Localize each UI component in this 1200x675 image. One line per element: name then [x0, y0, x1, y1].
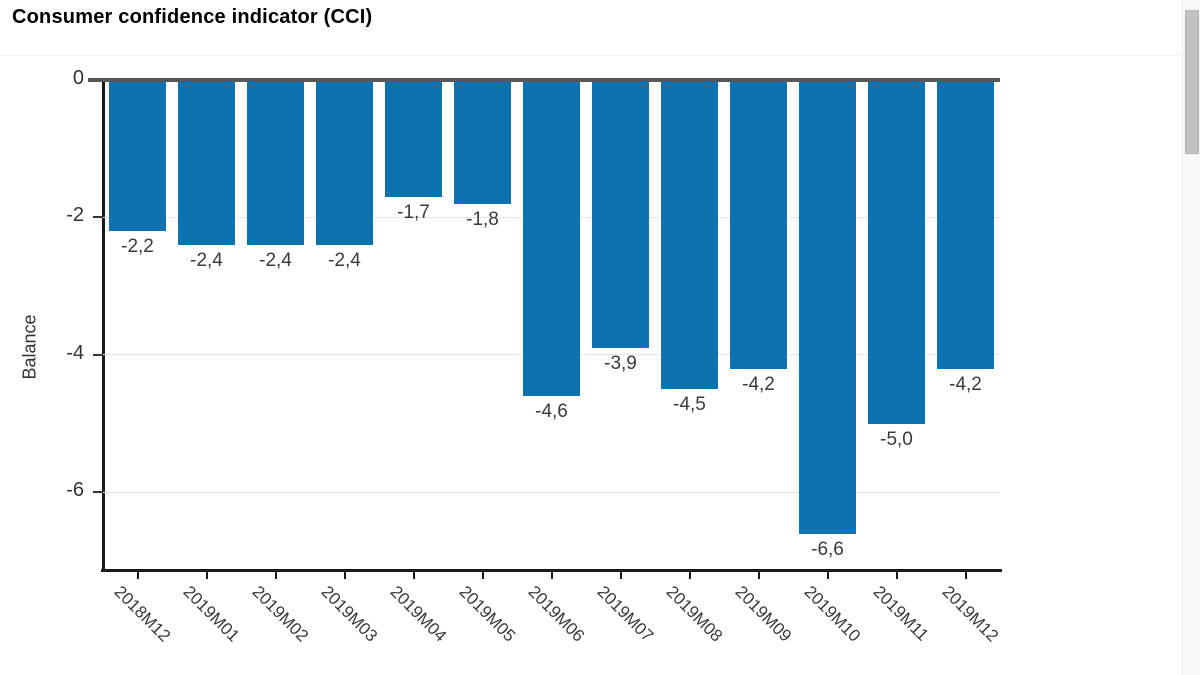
x-axis-tick — [826, 570, 829, 579]
x-tick-label-2019M07: 2019M07 — [593, 582, 657, 646]
bar-value-label-2018M12: -2,2 — [121, 236, 154, 258]
x-tick-label-2019M10: 2019M10 — [800, 582, 864, 646]
x-axis-tick — [550, 570, 553, 579]
bar-2019M12[interactable] — [937, 82, 994, 369]
bar-2019M01[interactable] — [178, 82, 235, 245]
x-axis-tick — [205, 570, 208, 579]
chart-title: Consumer confidence indicator (CCI) — [12, 6, 373, 28]
x-axis-tick — [964, 570, 967, 579]
bar-value-label-2019M12: -4,2 — [949, 373, 982, 395]
bar-value-label-2019M03: -2,4 — [328, 249, 361, 271]
x-tick-label-2019M09: 2019M09 — [731, 582, 795, 646]
x-tick-label-2019M04: 2019M04 — [386, 582, 450, 646]
bar-2019M08[interactable] — [661, 82, 718, 390]
vertical-scrollbar[interactable] — [1182, 0, 1200, 675]
y-axis-tick — [93, 491, 103, 494]
x-tick-label-2018M12: 2018M12 — [110, 582, 174, 646]
x-axis-tick — [757, 570, 760, 579]
bar-value-label-2019M05: -1,8 — [466, 208, 499, 230]
zero-baseline — [88, 78, 1000, 82]
bar-value-label-2019M07: -3,9 — [604, 353, 637, 375]
y-axis-tick — [93, 353, 103, 356]
bar-value-label-2019M10: -6,6 — [811, 538, 844, 560]
bar-2019M04[interactable] — [385, 82, 442, 197]
x-axis-tick — [619, 570, 622, 579]
y-tick-label: 0 — [72, 67, 84, 89]
bar-value-label-2019M01: -2,4 — [190, 249, 223, 271]
y-tick-label: -4 — [66, 341, 84, 364]
y-tick-label: -2 — [66, 204, 84, 227]
y-axis-line — [102, 80, 105, 571]
bar-2019M02[interactable] — [247, 82, 304, 245]
plot-area: -2,2 2018M12 -2,4 2019M01 -2,4 2019M02 -2,4 201… — [88, 78, 1002, 646]
x-axis-tick — [895, 570, 898, 579]
x-tick-label-2019M02: 2019M02 — [248, 582, 312, 646]
bar-2019M05[interactable] — [454, 82, 511, 204]
x-axis-tick — [274, 570, 277, 579]
bar-value-label-2019M08: -4,5 — [673, 394, 706, 416]
bar-2019M10[interactable] — [799, 82, 856, 534]
bar-value-label-2019M09: -4,2 — [742, 373, 775, 395]
y-tick-label: -6 — [66, 479, 84, 502]
bar-value-label-2019M04: -1,7 — [397, 201, 430, 223]
x-axis-tick — [688, 570, 691, 579]
x-tick-label-2019M12: 2019M12 — [938, 582, 1002, 646]
bar-value-label-2019M06: -4,6 — [535, 401, 568, 423]
x-tick-label-2019M06: 2019M06 — [524, 582, 588, 646]
x-axis-tick — [343, 570, 346, 579]
x-axis-tick — [412, 570, 415, 579]
bar-2018M12[interactable] — [109, 82, 166, 232]
x-axis-tick — [481, 570, 484, 579]
bar-2019M07[interactable] — [592, 82, 649, 349]
y-axis-tick — [93, 216, 103, 219]
x-axis-tick — [136, 570, 139, 579]
x-tick-label-2019M11: 2019M11 — [869, 582, 932, 645]
bar-value-label-2019M11: -5,0 — [880, 428, 913, 450]
scrollbar-thumb[interactable] — [1185, 10, 1199, 154]
x-tick-label-2019M05: 2019M05 — [455, 582, 519, 646]
bar-2019M03[interactable] — [316, 82, 373, 245]
bar-2019M11[interactable] — [868, 82, 925, 424]
gridline — [103, 491, 1000, 493]
x-tick-label-2019M08: 2019M08 — [662, 582, 726, 646]
bar-2019M06[interactable] — [523, 82, 580, 397]
x-tick-label-2019M01: 2019M01 — [179, 582, 243, 646]
x-tick-label-2019M03: 2019M03 — [317, 582, 381, 646]
bar-value-label-2019M02: -2,4 — [259, 249, 292, 271]
bar-2019M09[interactable] — [730, 82, 787, 369]
title-divider — [0, 55, 1183, 56]
